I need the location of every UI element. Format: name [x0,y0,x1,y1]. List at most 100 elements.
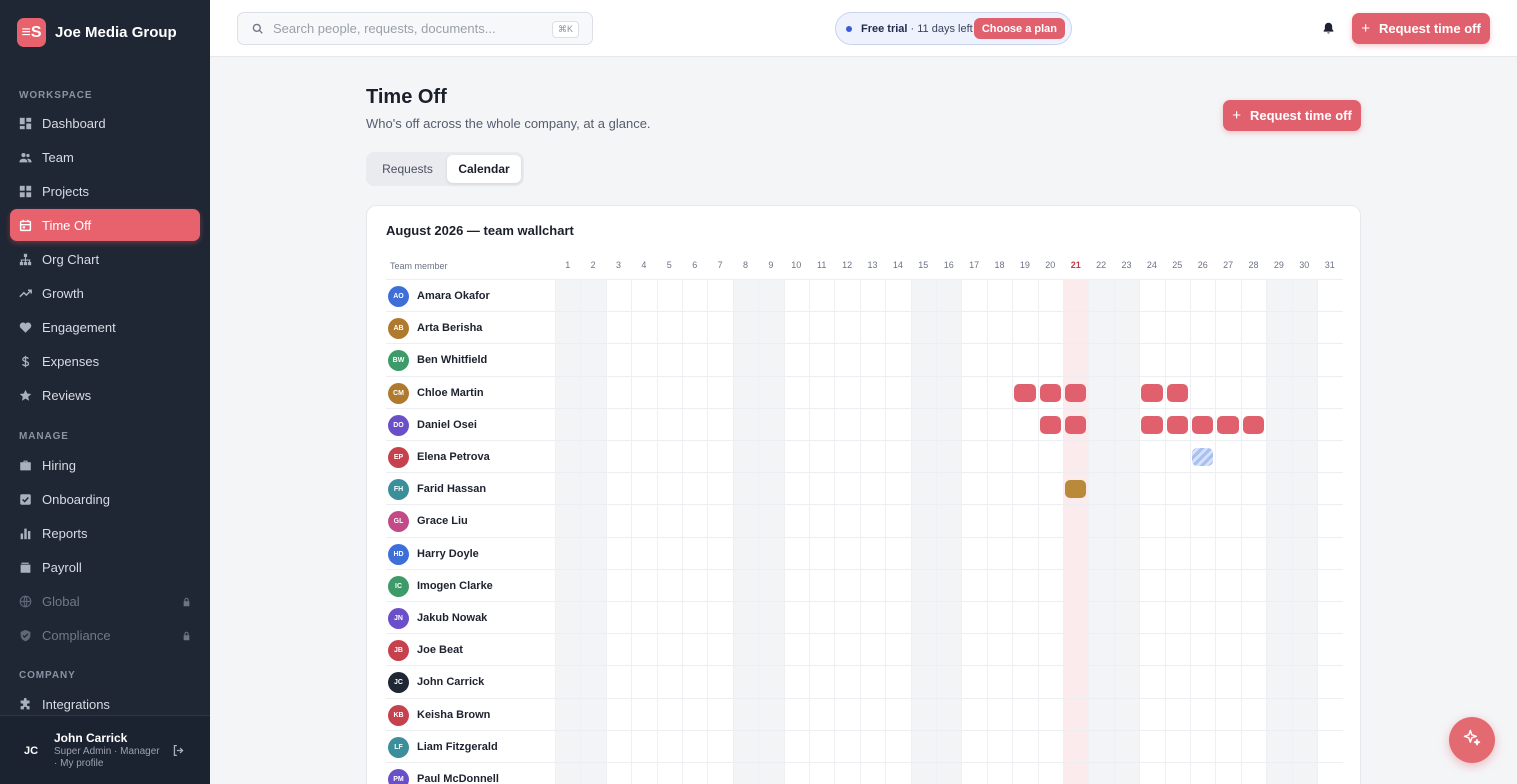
member-name[interactable]: Elena Petrova [417,451,490,463]
member-name[interactable]: Ben Whitfield [417,354,488,367]
day-cell[interactable] [1012,763,1037,784]
day-cell[interactable] [834,280,859,312]
day-cell[interactable] [936,730,962,762]
day-cell[interactable] [1266,408,1292,440]
day-cell[interactable] [885,408,910,440]
day-cell[interactable] [631,280,656,312]
day-cell[interactable] [1266,634,1292,666]
day-cell[interactable] [605,505,631,537]
day-cell[interactable] [1240,473,1266,505]
day-cell[interactable] [656,376,682,408]
day-cell[interactable] [1164,344,1190,376]
day-cell[interactable] [631,505,656,537]
day-cell[interactable] [859,698,885,730]
day-cell[interactable] [885,441,910,473]
day-cell[interactable] [580,537,606,569]
day-cell[interactable] [910,537,936,569]
day-cell[interactable] [1012,280,1037,312]
time-off-block[interactable] [1242,415,1265,434]
day-cell[interactable] [707,666,732,698]
day-cell[interactable] [834,602,859,634]
day-cell[interactable] [656,408,682,440]
day-cell[interactable] [910,344,936,376]
day-cell[interactable] [707,569,732,601]
day-cell[interactable] [707,376,732,408]
day-cell[interactable] [1012,376,1037,408]
time-off-block[interactable] [1065,383,1087,402]
day-cell[interactable] [707,634,732,666]
day-cell[interactable] [707,730,732,762]
day-cell[interactable] [1215,730,1240,762]
day-cell[interactable] [1164,280,1190,312]
day-cell[interactable] [1037,441,1063,473]
sidebar-item-dashboard[interactable]: Dashboard [10,107,200,139]
day-cell[interactable] [1291,537,1317,569]
day-cell[interactable] [1139,344,1164,376]
user-profile[interactable]: JC John Carrick Super Admin · Manager · … [0,715,210,784]
sidebar-item-reviews[interactable]: Reviews [10,380,200,412]
day-cell[interactable] [834,730,859,762]
day-cell[interactable] [707,344,732,376]
day-cell[interactable] [1240,441,1266,473]
day-cell[interactable] [758,763,784,784]
day-cell[interactable] [1266,666,1292,698]
day-cell[interactable] [580,344,606,376]
day-cell[interactable] [809,280,834,312]
day-cell[interactable] [834,634,859,666]
day-cell[interactable] [986,441,1012,473]
day-cell[interactable] [656,763,682,784]
day-cell[interactable] [707,602,732,634]
sidebar-item-compliance[interactable]: Compliance [10,619,200,651]
day-cell[interactable] [961,312,986,344]
assistant-button[interactable] [1449,717,1495,763]
day-cell[interactable] [1240,312,1266,344]
day-cell[interactable] [1190,312,1215,344]
day-cell[interactable] [1139,698,1164,730]
day-cell[interactable] [1113,408,1140,440]
day-cell[interactable] [605,666,631,698]
day-cell[interactable] [1215,376,1240,408]
day-cell[interactable] [580,408,606,440]
day-cell[interactable] [1215,473,1240,505]
day-cell[interactable] [656,312,682,344]
day-cell[interactable] [986,763,1012,784]
day-cell[interactable] [936,344,962,376]
day-cell[interactable] [1190,730,1215,762]
member-name[interactable]: Harry Doyle [417,547,479,560]
day-cell[interactable] [580,602,606,634]
day-cell[interactable] [1190,344,1215,376]
day-cell[interactable] [1113,312,1140,344]
day-cell[interactable] [758,698,784,730]
day-cell[interactable] [809,376,834,408]
day-cell[interactable] [631,408,656,440]
day-cell[interactable] [1063,698,1089,730]
day-cell[interactable] [1240,505,1266,537]
day-cell[interactable] [1113,569,1140,601]
day-cell[interactable] [1291,344,1317,376]
day-cell[interactable] [1240,569,1266,601]
time-off-block[interactable] [1039,383,1061,402]
day-cell[interactable] [986,602,1012,634]
member-name[interactable]: John Carrick [417,676,485,689]
day-cell[interactable] [910,730,936,762]
day-cell[interactable] [580,634,606,666]
member-name[interactable]: Grace Liu [417,515,468,528]
day-cell[interactable] [1063,280,1089,312]
day-cell[interactable] [986,280,1012,312]
day-cell[interactable] [1291,505,1317,537]
day-cell[interactable] [1291,376,1317,408]
day-cell[interactable] [1317,634,1342,666]
day-cell[interactable] [555,730,581,762]
day-cell[interactable] [961,698,986,730]
day-cell[interactable] [1291,763,1317,784]
day-cell[interactable] [1291,441,1317,473]
day-cell[interactable] [605,634,631,666]
day-cell[interactable] [936,698,962,730]
day-cell[interactable] [1215,344,1240,376]
day-cell[interactable] [809,569,834,601]
day-cell[interactable] [1266,344,1292,376]
day-cell[interactable] [758,505,784,537]
day-cell[interactable] [1088,666,1114,698]
day-cell[interactable] [732,376,759,408]
time-off-block[interactable] [1065,480,1087,499]
